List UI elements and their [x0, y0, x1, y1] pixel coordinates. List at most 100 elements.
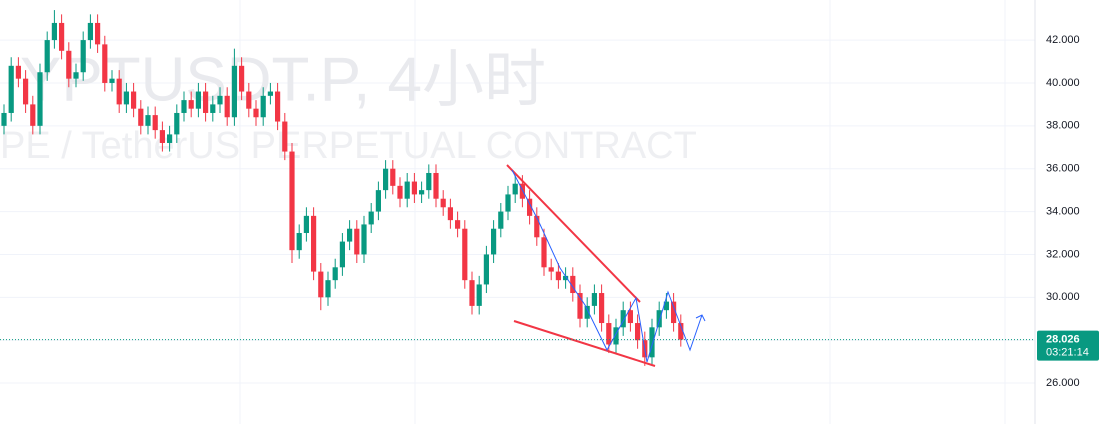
candle-body	[318, 271, 324, 298]
candle-body	[462, 228, 468, 281]
candle-body	[303, 215, 309, 234]
candle-body	[152, 115, 158, 131]
candle-body	[455, 220, 461, 229]
candle-body	[663, 301, 669, 311]
candle-body	[231, 65, 237, 118]
candle-body	[159, 130, 165, 143]
candle-body	[390, 168, 396, 186]
candle-body	[555, 271, 561, 281]
candle-body	[599, 293, 605, 324]
candle-body	[203, 91, 209, 113]
candle-body	[95, 22, 101, 45]
candle-body	[649, 327, 655, 358]
candle-body	[210, 104, 216, 113]
trend-line	[506, 164, 641, 303]
y-tick-label: 30.000	[1046, 291, 1080, 303]
candle-body	[563, 275, 569, 281]
candle-body	[246, 91, 252, 109]
candle-body	[325, 280, 331, 298]
candle-body	[476, 284, 482, 306]
candle-body	[195, 91, 201, 109]
candle-body	[397, 185, 403, 199]
candle-body	[411, 181, 417, 195]
candle-body	[368, 211, 374, 225]
watermark: YPTUSDT.P, 4小时	[20, 45, 546, 114]
candle-body	[282, 121, 288, 152]
candle-body	[102, 44, 108, 83]
drawings	[506, 164, 706, 367]
arrow-head	[695, 314, 706, 322]
candle-body	[224, 95, 230, 118]
candle-body	[541, 237, 547, 268]
candle-body	[577, 293, 583, 319]
candle-body	[339, 241, 345, 268]
candle-body	[375, 190, 381, 212]
candle-body	[66, 50, 72, 79]
candle-body	[347, 228, 353, 242]
candle-body	[15, 65, 21, 79]
candle-body	[138, 108, 144, 126]
candle-body	[188, 100, 194, 109]
last-price-label: 28.026	[1046, 334, 1080, 346]
candle-body	[678, 323, 684, 340]
y-tick-label: 38.000	[1046, 120, 1080, 132]
candle-body	[548, 267, 554, 272]
candle-body	[8, 65, 14, 113]
candle-body	[635, 323, 641, 341]
candle-body	[80, 40, 86, 73]
candle-body	[275, 91, 281, 122]
candle-body	[361, 224, 367, 255]
last-price-box	[1037, 330, 1099, 361]
candle-body	[519, 183, 525, 199]
candle-body	[447, 207, 453, 221]
candle-body	[527, 198, 533, 216]
candle-body	[131, 91, 137, 109]
candle-body	[30, 104, 36, 126]
candle-body	[426, 172, 432, 191]
candle-body	[37, 72, 43, 126]
y-tick-label: 40.000	[1046, 77, 1080, 89]
candle-body	[570, 275, 576, 294]
candle-body	[311, 215, 317, 272]
y-tick-label: 26.000	[1046, 377, 1080, 389]
candle-body	[404, 181, 410, 199]
y-tick-label: 32.000	[1046, 248, 1080, 260]
candle-body	[620, 310, 626, 328]
candle-body	[419, 190, 425, 195]
candle-body	[627, 310, 633, 324]
candle-body	[332, 267, 338, 281]
candle-body	[440, 198, 446, 208]
candle-body	[613, 327, 619, 345]
candle-body	[217, 95, 223, 105]
candle-body	[253, 108, 259, 118]
candle-body	[1, 112, 7, 126]
candle-body	[51, 22, 57, 41]
candle-body	[505, 194, 511, 212]
candles	[1, 10, 684, 366]
candle-body	[116, 78, 122, 105]
trend-line	[513, 320, 656, 367]
candle-body	[433, 172, 439, 199]
zigzag-projection	[511, 169, 703, 363]
candle-body	[59, 22, 65, 51]
candle-body	[296, 233, 302, 251]
candle-body	[145, 115, 151, 126]
candle-body	[671, 301, 677, 324]
candle-body	[23, 78, 29, 105]
candle-body	[109, 78, 115, 83]
candle-body	[260, 95, 266, 118]
candle-body	[354, 228, 360, 255]
candle-body	[383, 168, 389, 191]
y-tick-label: 36.000	[1046, 163, 1080, 175]
candle-body	[491, 228, 497, 255]
y-tick-label: 42.000	[1046, 34, 1080, 46]
candle-body	[469, 280, 475, 306]
candle-body	[498, 211, 504, 229]
candle-body	[591, 293, 597, 306]
candle-body	[239, 65, 245, 92]
candle-body	[584, 305, 590, 319]
candle-body	[656, 310, 662, 328]
y-tick-label: 44.000	[1046, 0, 1080, 3]
candle-body	[289, 151, 295, 251]
